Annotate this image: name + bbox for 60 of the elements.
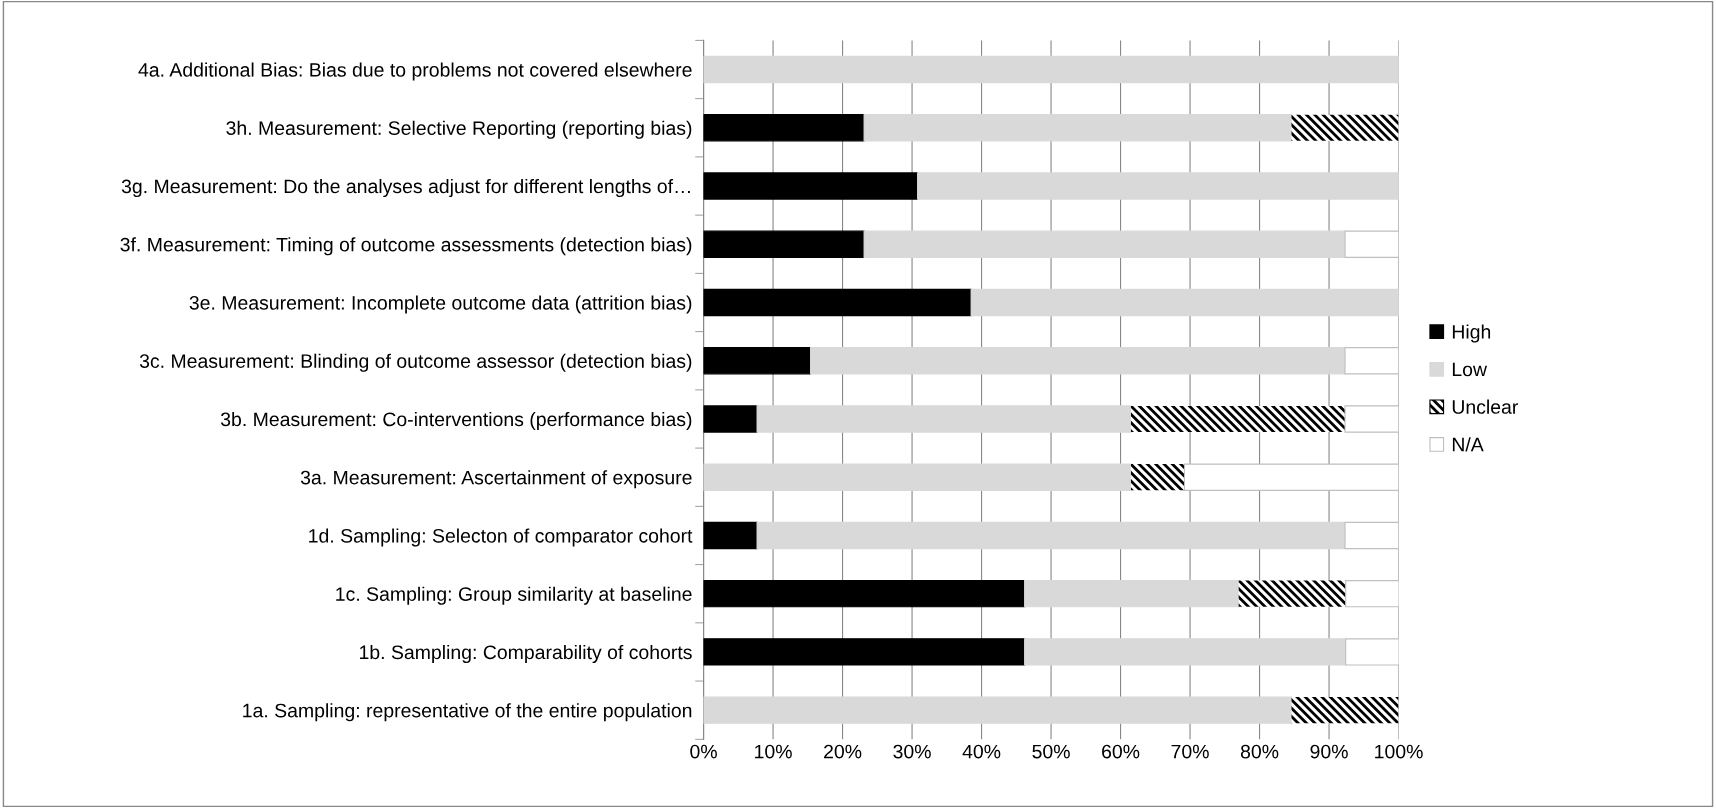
bar <box>970 288 1399 317</box>
y-tick-label: 1b. Sampling: Comparability of cohorts <box>360 644 692 664</box>
legend-label: Unclear <box>1452 399 1519 414</box>
y-tick-label: 3h. Measurement: Selective Reporting (reporting bias) <box>226 120 692 139</box>
y-tick-label: 3b. Measurement: Co-interventions (performance bias) <box>220 411 692 431</box>
bar <box>703 288 972 317</box>
bar <box>703 114 865 142</box>
bar <box>1344 347 1399 375</box>
bar <box>703 580 1026 608</box>
bar <box>1238 580 1346 607</box>
y-tick-label: 3f. Measurement: Timing of outcome assessments (detection bias) <box>120 237 692 256</box>
y-tick-label: 3e. Measurement: Incomplete outcome data (attrition bias) <box>189 295 692 314</box>
x-tick-label: 90% <box>1310 744 1348 759</box>
bar <box>703 638 1026 666</box>
bar <box>756 521 1346 550</box>
bar <box>863 230 1346 258</box>
legend-label: Low <box>1452 362 1488 377</box>
bar <box>703 521 758 550</box>
x-tick-label: 70% <box>1171 744 1209 759</box>
y-tick-label: 3c. Measurement: Blinding of outcome assessor (detection bias) <box>139 353 692 372</box>
bar <box>1344 230 1399 258</box>
y-tick-label: 1d. Sampling: Selecton of comparator cohort <box>309 528 693 547</box>
x-tick-label: 30% <box>893 744 931 759</box>
bar <box>703 172 919 200</box>
bar <box>703 55 1399 84</box>
bar <box>1024 638 1347 666</box>
bar <box>703 696 1293 724</box>
x-tick-label: 100% <box>1375 744 1423 759</box>
bar <box>1345 638 1399 666</box>
bar <box>703 347 812 375</box>
bar <box>1024 580 1240 608</box>
bar <box>1344 521 1399 550</box>
legend-label: N/A <box>1452 437 1484 452</box>
bar <box>1130 405 1346 433</box>
bar <box>756 405 1132 433</box>
x-tick-label: 10% <box>755 744 792 759</box>
bar <box>1183 463 1399 491</box>
y-tick-label: 3a. Measurement: Ascertainment of exposure <box>300 470 692 489</box>
x-tick-label: 20% <box>824 744 862 759</box>
bar <box>703 405 758 433</box>
bar <box>1345 580 1399 608</box>
x-tick-label: 80% <box>1240 744 1279 759</box>
bar <box>810 347 1346 375</box>
bar <box>1291 697 1399 724</box>
bar <box>703 463 1132 491</box>
bar <box>703 230 865 258</box>
x-tick-label: 50% <box>1032 744 1070 759</box>
bar <box>1130 464 1185 491</box>
bar <box>1291 114 1399 141</box>
legend-label: High <box>1452 324 1491 343</box>
x-tick-label: 60% <box>1102 744 1140 759</box>
bar <box>863 114 1293 142</box>
y-tick-label: 1a. Sampling: representative of the entire population <box>243 703 692 722</box>
y-tick-label: 1c. Sampling: Group similarity at baseline <box>336 586 692 605</box>
bar <box>1344 405 1399 433</box>
y-tick-label: 4a. Additional Bias: Bias due to problems not covered elsewhere <box>138 62 692 81</box>
x-tick-label: 40% <box>962 744 1001 759</box>
x-tick-label: 0% <box>690 744 717 759</box>
y-tick-label: 3g. Measurement: Do the analyses adjust for different lengths of… <box>121 178 690 198</box>
bar <box>917 172 1399 200</box>
